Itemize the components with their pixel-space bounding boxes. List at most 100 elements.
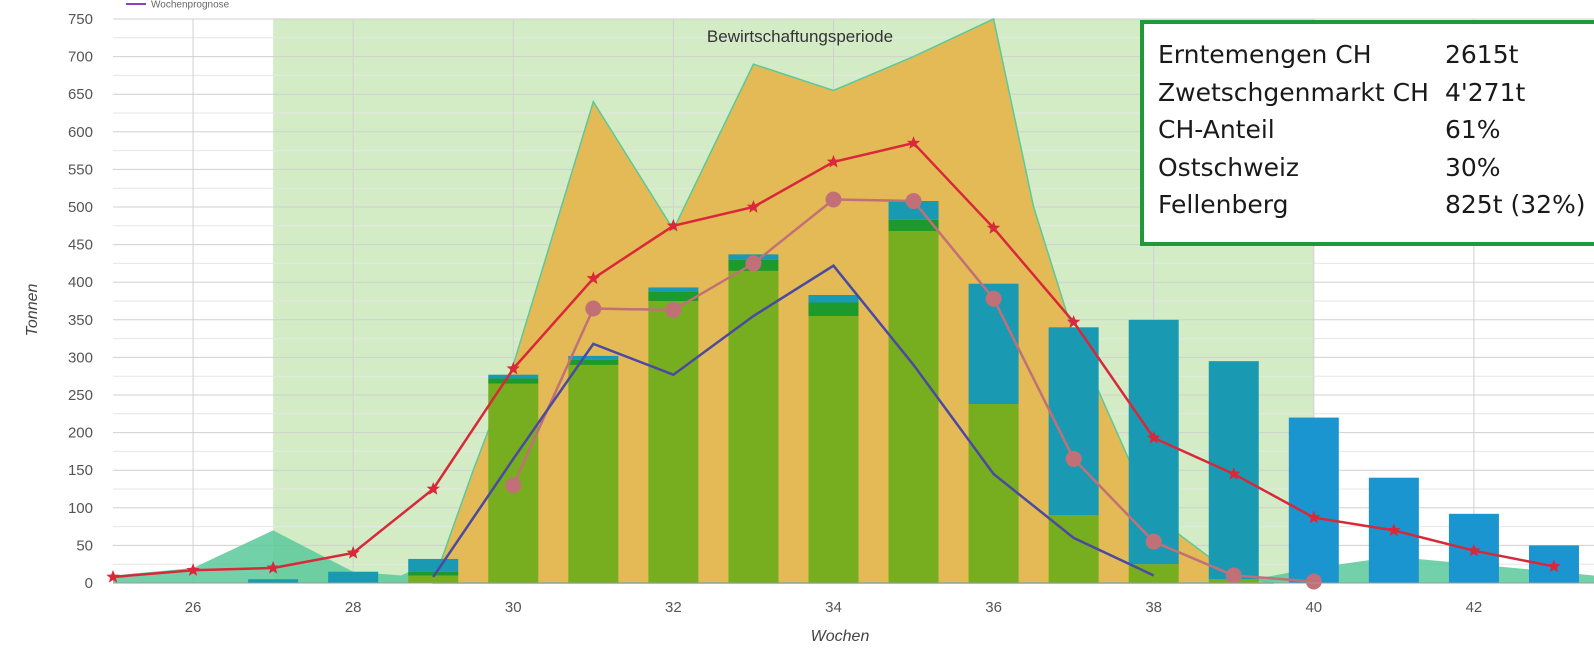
pink-circle-point [1305, 573, 1322, 590]
y-tick-label: 300 [68, 349, 93, 366]
y-tick-label: 250 [68, 387, 93, 404]
bar-segment [1048, 327, 1099, 516]
bar-segment [568, 359, 619, 365]
red-star-point [1467, 543, 1481, 557]
x-tick-label: 30 [505, 599, 522, 616]
bar-segment [248, 579, 299, 583]
y-tick-label: 600 [68, 124, 93, 141]
y-tick-label: 650 [68, 86, 93, 103]
red-star-point [186, 563, 200, 576]
y-axis-title: Tonnen [24, 284, 41, 337]
bar-segment [808, 302, 859, 317]
bar-segment [648, 291, 699, 301]
pink-circle-point [985, 290, 1002, 307]
info-value: 61% [1445, 115, 1501, 144]
info-box: Erntemengen CH 2615t Zwetschgenmarkt CH … [1140, 20, 1594, 246]
red-star-point [1227, 467, 1241, 480]
info-row: Ostschweiz 30% [1158, 149, 1594, 187]
y-tick-label: 100 [68, 500, 93, 517]
info-row: Erntemengen CH 2615t [1158, 36, 1594, 74]
red-star-point [346, 545, 360, 559]
pink-circle-point [1065, 450, 1082, 467]
bar-segment [408, 571, 459, 576]
pink-circle-point [665, 302, 682, 319]
x-tick-label: 28 [345, 599, 362, 616]
info-value: 825t (32%) [1445, 190, 1586, 219]
y-tick-label: 700 [68, 49, 93, 66]
bar-segment [888, 219, 939, 232]
pink-circle-point [505, 477, 522, 494]
bar-segment [968, 404, 1019, 583]
red-star-point [986, 221, 1001, 234]
y-tick-label: 150 [68, 462, 93, 479]
x-tick-label: 40 [1305, 599, 1322, 616]
pink-circle-point [905, 192, 922, 209]
info-value: 30% [1445, 152, 1501, 182]
bar-segment [568, 355, 619, 360]
red-star-point [906, 136, 921, 149]
info-label: Fellenberg [1158, 190, 1289, 219]
red-star-point [746, 200, 761, 213]
bar-segment [808, 316, 859, 583]
bar-segment [488, 374, 539, 379]
line-series [106, 136, 1561, 590]
red-star-point [1387, 523, 1401, 536]
y-tick-label: 350 [68, 312, 93, 329]
y-tick-label: 550 [68, 161, 93, 178]
red-star-point [106, 570, 120, 583]
info-label: CH-Anteil [1158, 115, 1275, 144]
info-row: Fellenberg 825t (32%) [1158, 186, 1594, 224]
bar-segment [328, 571, 379, 583]
red-star-point [1067, 315, 1081, 328]
red-star-point [1547, 559, 1561, 573]
x-tick-label: 36 [985, 599, 1002, 616]
forecast-line [432, 264, 1155, 578]
bar-segment [728, 270, 779, 583]
bar-segment [1048, 515, 1099, 583]
y-tick-label: 750 [68, 11, 93, 28]
red-star-point [506, 361, 520, 375]
red-star-point [1147, 430, 1161, 444]
x-tick-label: 32 [665, 599, 682, 616]
early-area [113, 530, 1594, 583]
x-tick-label: 38 [1145, 599, 1162, 616]
red-star-point [426, 482, 440, 495]
x-tick-label: 34 [825, 599, 842, 616]
bar-segment [408, 575, 459, 583]
pink-circle-point [745, 255, 762, 272]
info-value: 2615t [1445, 40, 1519, 69]
red-star-point [1307, 510, 1321, 524]
pink-circle-point [1145, 533, 1162, 550]
y-tick-label: 500 [68, 199, 93, 216]
info-row: CH-Anteil 61% [1158, 111, 1594, 149]
bar-segment [408, 558, 459, 572]
bar-segment [808, 294, 859, 303]
y-tick-label: 200 [68, 425, 93, 442]
stacked-bars [248, 200, 1579, 583]
bar-segment [1128, 319, 1179, 565]
bar-segment [648, 287, 699, 292]
pink-circle-point [585, 300, 602, 317]
period-annotation: Bewirtschaftungsperiode [707, 27, 893, 46]
bar-segment [488, 378, 539, 384]
info-label: Zwetschgenmarkt CH [1158, 77, 1429, 107]
red-star-point [586, 271, 600, 285]
red-star-point [826, 154, 841, 168]
legend: Wochenprognose [126, 0, 230, 11]
y-tick-label: 50 [76, 537, 93, 554]
legend-label: Wochenprognose [151, 0, 230, 11]
bar-segment [568, 364, 619, 583]
red-star-point [266, 561, 280, 574]
x-tick-label: 26 [185, 599, 202, 616]
info-label: Erntemengen CH [1158, 40, 1372, 69]
bar-segment [648, 301, 699, 583]
bar-segment [1288, 417, 1339, 583]
bar-segment [888, 231, 939, 583]
pink-circle-point [1225, 567, 1242, 584]
pink-circle-point [825, 191, 842, 208]
y-tick-label: 0 [85, 575, 93, 592]
axes: 0 50 100 150 200 250 300 350 400 450 500 550 600 650 7… [68, 11, 1594, 616]
y-tick-label: 450 [68, 237, 93, 254]
x-tick-label: 42 [1466, 599, 1483, 616]
info-label: Ostschweiz [1158, 152, 1300, 182]
